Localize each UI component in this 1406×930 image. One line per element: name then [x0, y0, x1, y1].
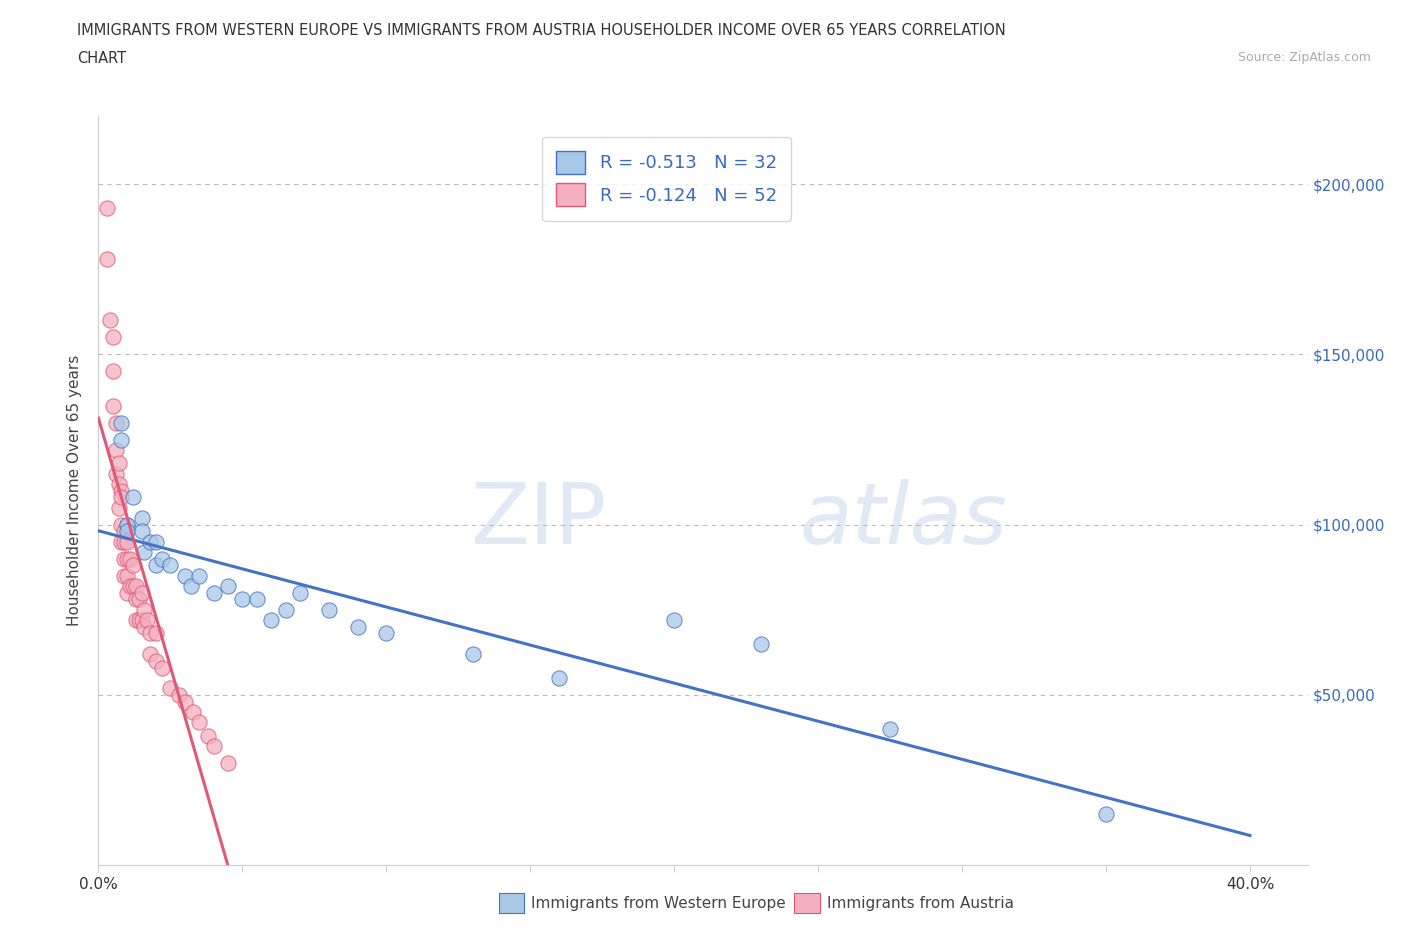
Point	[112, 534, 135, 549]
Point	[115, 524, 138, 538]
Point	[145, 558, 167, 573]
Point	[131, 524, 153, 538]
Point	[134, 603, 156, 618]
Point	[122, 578, 145, 593]
Point	[101, 364, 124, 379]
Point	[318, 603, 340, 618]
Point	[159, 558, 181, 573]
Point	[461, 646, 484, 661]
Point	[1095, 806, 1118, 821]
Legend: R = -0.513   N = 32, R = -0.124   N = 52: R = -0.513 N = 32, R = -0.124 N = 52	[543, 137, 792, 220]
Point	[246, 592, 269, 607]
Point	[288, 585, 311, 600]
Point	[110, 534, 132, 549]
Point	[104, 443, 127, 458]
Point	[136, 613, 159, 628]
Point	[101, 398, 124, 413]
Point	[128, 613, 150, 628]
Point	[131, 585, 153, 600]
Text: CHART: CHART	[77, 51, 127, 66]
Point	[202, 738, 225, 753]
Point	[664, 613, 686, 628]
Point	[110, 490, 132, 505]
Text: ZIP: ZIP	[470, 479, 606, 562]
Point	[167, 687, 190, 702]
Point	[173, 568, 195, 583]
Point	[104, 466, 127, 481]
Point	[115, 517, 138, 532]
Point	[112, 524, 135, 538]
Point	[188, 714, 211, 729]
Point	[125, 613, 148, 628]
Point	[173, 694, 195, 709]
Point	[104, 415, 127, 430]
Point	[125, 592, 148, 607]
Point	[131, 511, 153, 525]
Point	[150, 551, 173, 566]
Point	[150, 660, 173, 675]
Point	[749, 636, 772, 651]
Point	[274, 603, 297, 618]
Point	[120, 578, 142, 593]
Point	[197, 728, 219, 743]
Point	[122, 558, 145, 573]
Y-axis label: Householder Income Over 65 years: Householder Income Over 65 years	[67, 355, 83, 626]
Point	[188, 568, 211, 583]
Point	[125, 578, 148, 593]
Point	[145, 534, 167, 549]
Point	[375, 626, 398, 641]
Point	[101, 330, 124, 345]
Point	[134, 619, 156, 634]
Point	[107, 456, 129, 471]
Text: IMMIGRANTS FROM WESTERN EUROPE VS IMMIGRANTS FROM AUSTRIA HOUSEHOLDER INCOME OVE: IMMIGRANTS FROM WESTERN EUROPE VS IMMIGR…	[77, 23, 1007, 38]
Point	[260, 613, 283, 628]
Point	[96, 252, 118, 267]
Point	[110, 415, 132, 430]
Point	[122, 490, 145, 505]
Point	[139, 534, 162, 549]
Point	[110, 432, 132, 447]
Point	[139, 626, 162, 641]
Point	[128, 592, 150, 607]
Point	[120, 551, 142, 566]
Point	[202, 585, 225, 600]
Point	[112, 551, 135, 566]
Point	[159, 681, 181, 696]
Point	[145, 626, 167, 641]
Point	[110, 484, 132, 498]
Point	[231, 592, 253, 607]
Point	[112, 568, 135, 583]
Point	[217, 755, 239, 770]
Point	[183, 704, 205, 719]
Point	[115, 517, 138, 532]
Point	[131, 613, 153, 628]
Point	[107, 476, 129, 491]
Point	[145, 653, 167, 668]
Point	[96, 201, 118, 216]
Point	[107, 500, 129, 515]
Text: Immigrants from Austria: Immigrants from Austria	[827, 897, 1014, 911]
Point	[115, 551, 138, 566]
Point	[217, 578, 239, 593]
Point	[180, 578, 202, 593]
Point	[879, 722, 901, 737]
Point	[115, 568, 138, 583]
Text: atlas: atlas	[800, 479, 1008, 562]
Text: Immigrants from Western Europe: Immigrants from Western Europe	[531, 897, 786, 911]
Point	[548, 671, 571, 685]
Point	[346, 619, 368, 634]
Point	[110, 517, 132, 532]
Point	[134, 544, 156, 559]
Point	[115, 585, 138, 600]
Point	[98, 313, 121, 328]
Point	[115, 534, 138, 549]
Text: Source: ZipAtlas.com: Source: ZipAtlas.com	[1237, 51, 1371, 64]
Point	[139, 646, 162, 661]
